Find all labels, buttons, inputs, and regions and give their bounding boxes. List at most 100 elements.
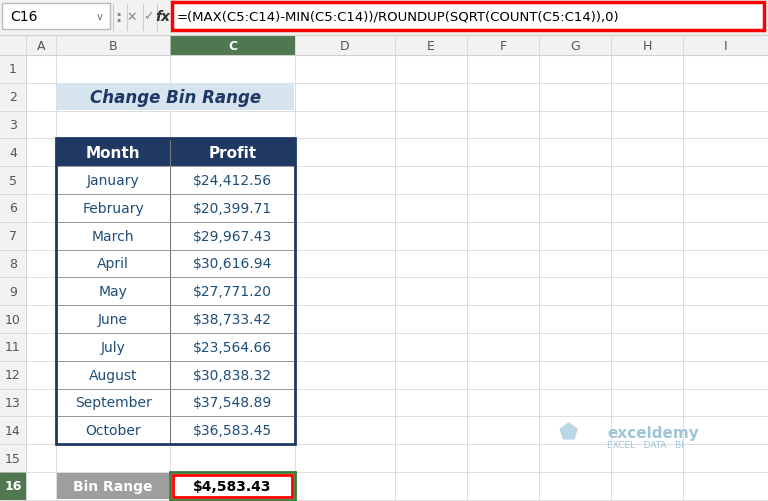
Bar [26, 361, 768, 389]
Bar [173, 475, 292, 497]
Bar [170, 139, 295, 167]
Bar [0, 167, 26, 194]
Text: EXCEL · DATA · BI: EXCEL · DATA · BI [607, 440, 684, 449]
Bar [56, 416, 295, 444]
Bar [0, 139, 26, 167]
Bar [26, 416, 768, 444]
Bar [57, 85, 294, 110]
Bar [26, 250, 768, 278]
Text: C16: C16 [10, 10, 38, 24]
Text: 15: 15 [5, 452, 21, 464]
Bar [26, 222, 768, 250]
Text: May: May [98, 285, 127, 299]
Bar [56, 167, 295, 194]
Bar [26, 306, 768, 333]
Text: $29,967.43: $29,967.43 [193, 229, 272, 243]
Text: H: H [642, 40, 652, 53]
Text: I: I [723, 40, 727, 53]
Bar [56, 306, 295, 333]
Text: 16: 16 [5, 479, 22, 492]
Text: January: January [87, 174, 139, 188]
Text: July: July [101, 340, 125, 354]
Text: ⬟: ⬟ [558, 422, 578, 442]
Text: :: : [115, 10, 121, 25]
Bar [170, 472, 295, 500]
Bar [57, 473, 169, 499]
Bar [0, 444, 26, 472]
Text: $27,771.20: $27,771.20 [193, 285, 272, 299]
Bar [26, 444, 768, 472]
Bar [0, 84, 26, 111]
Text: 4: 4 [9, 146, 17, 159]
Bar [0, 389, 26, 416]
Bar [0, 416, 26, 444]
Text: $24,412.56: $24,412.56 [193, 174, 272, 188]
Text: 1: 1 [9, 63, 17, 76]
Text: B: B [109, 40, 118, 53]
Text: E: E [427, 40, 435, 53]
Text: October: October [85, 423, 141, 437]
Text: 2: 2 [9, 91, 17, 104]
Text: $20,399.71: $20,399.71 [193, 201, 272, 215]
Text: ✓: ✓ [143, 11, 154, 24]
Bar [0, 361, 26, 389]
Bar [26, 139, 768, 167]
Text: Month: Month [86, 145, 141, 160]
Bar [56, 222, 295, 250]
Bar [26, 389, 768, 416]
Bar [170, 36, 295, 56]
Text: 7: 7 [9, 230, 17, 242]
Text: June: June [98, 313, 128, 327]
Text: August: August [89, 368, 137, 382]
Bar [26, 56, 768, 84]
Bar [56, 278, 295, 306]
Text: $36,583.45: $36,583.45 [193, 423, 272, 437]
Bar [56, 333, 295, 361]
Bar [0, 194, 26, 222]
Bar [26, 278, 768, 306]
Text: $30,838.32: $30,838.32 [193, 368, 272, 382]
Text: =(MAX(C5:C14)-MIN(C5:C14))/ROUNDUP(SQRT(COUNT(C5:C14)),0): =(MAX(C5:C14)-MIN(C5:C14))/ROUNDUP(SQRT(… [177, 11, 620, 24]
Text: C: C [228, 40, 237, 53]
Bar [26, 472, 768, 500]
Bar [56, 389, 295, 416]
Bar [0, 36, 768, 56]
Bar [56, 361, 295, 389]
Bar [0, 36, 26, 56]
Text: fx: fx [155, 10, 170, 24]
Bar [0, 278, 26, 306]
Text: 9: 9 [9, 285, 17, 298]
Text: D: D [340, 40, 349, 53]
Bar [0, 472, 26, 500]
Text: G: G [570, 40, 580, 53]
Bar [0, 222, 26, 250]
Bar [56, 194, 295, 222]
Bar [26, 333, 768, 361]
Bar [0, 0, 768, 36]
Text: A: A [37, 40, 45, 53]
Text: February: February [82, 201, 144, 215]
Text: Profit: Profit [208, 145, 257, 160]
Bar [26, 84, 768, 111]
Text: $23,564.66: $23,564.66 [193, 340, 272, 354]
Text: September: September [74, 396, 151, 410]
Bar [0, 111, 26, 139]
Bar [26, 194, 768, 222]
Text: 5: 5 [9, 174, 17, 187]
Text: 14: 14 [5, 424, 21, 437]
Text: ✕: ✕ [127, 11, 137, 24]
Text: 13: 13 [5, 396, 21, 409]
Bar [170, 472, 295, 500]
Text: exceldemy: exceldemy [607, 425, 699, 440]
Text: $37,548.89: $37,548.89 [193, 396, 272, 410]
Text: $4,583.43: $4,583.43 [194, 479, 272, 493]
Text: F: F [499, 40, 507, 53]
Bar [26, 111, 768, 139]
Text: 3: 3 [9, 119, 17, 132]
Bar [0, 250, 26, 278]
Bar [172, 3, 764, 31]
Text: April: April [97, 257, 129, 271]
Bar [0, 333, 26, 361]
Text: Bin Range: Bin Range [73, 479, 153, 493]
Bar [56, 139, 170, 167]
